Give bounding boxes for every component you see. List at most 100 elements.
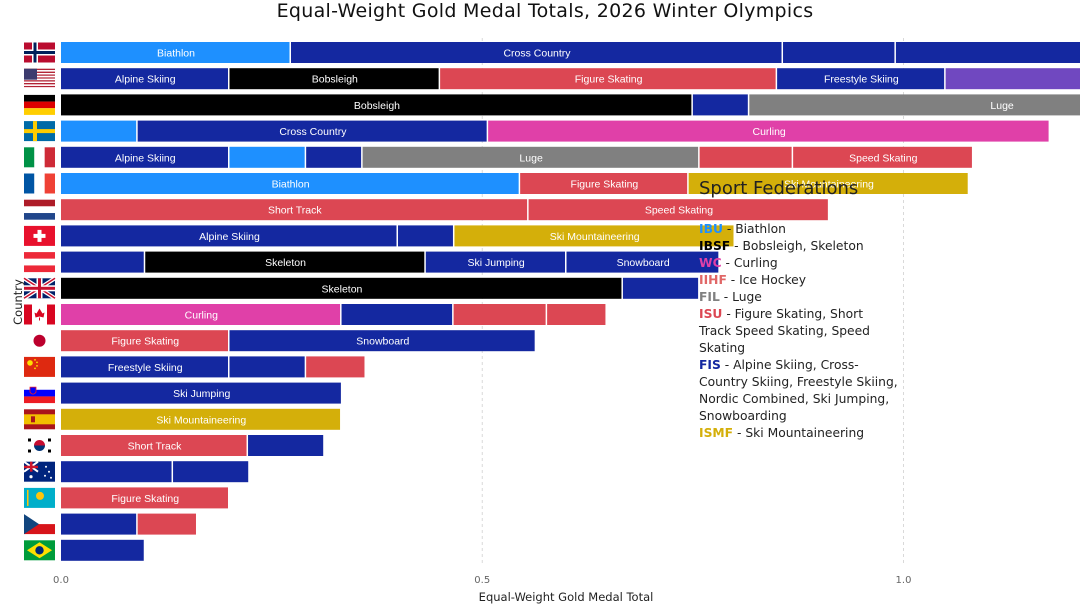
bar-rect xyxy=(145,251,425,273)
bars-layer: Biathlon Cross Country Nordic Combined Ski … xyxy=(61,42,1080,561)
bar-rect xyxy=(61,120,137,142)
switzerland-flag xyxy=(24,225,55,246)
bar-rect xyxy=(229,68,439,90)
x-tick-label: 0.0 xyxy=(53,575,69,586)
kazakhstan-flag xyxy=(24,487,55,508)
bar-segment: Speed Skating xyxy=(793,146,972,168)
bar-label: Ski Jumping xyxy=(173,388,230,400)
uk-flag xyxy=(22,276,57,300)
bar-rect xyxy=(692,94,748,116)
bar-rect xyxy=(895,42,1080,63)
bar-label: Luge xyxy=(519,152,543,164)
czechia-flag xyxy=(24,514,55,535)
x-tick-label: 1.0 xyxy=(896,575,912,586)
chart-title: Equal-Weight Gold Medal Totals, 2026 Win… xyxy=(276,0,814,22)
bar-label: Figure Skating xyxy=(111,336,179,348)
bar-label: Short Track xyxy=(268,205,322,217)
legend-code: IIHF xyxy=(699,273,727,287)
bar-rect xyxy=(749,94,1080,116)
bar-segment xyxy=(453,304,546,325)
bar-label: Snowboard xyxy=(356,336,409,348)
bar-rect xyxy=(453,304,546,325)
bar-label: Short Track xyxy=(128,441,182,453)
bar-rect xyxy=(61,356,228,378)
bar-label: Snowboard xyxy=(617,257,670,269)
bar-rect xyxy=(566,251,719,273)
legend-text: - Ski Mountaineering xyxy=(733,426,865,440)
legend-title: Sport Federations xyxy=(699,178,859,199)
bar-rect xyxy=(699,146,792,168)
china-flag xyxy=(24,356,55,377)
legend-items: IBU - Biathlon IBSF - Bobsleigh, Skeleton… xyxy=(699,221,899,442)
bar-segment: Figure Skating xyxy=(61,487,228,509)
bar-rect xyxy=(61,461,172,483)
bar-segment xyxy=(61,120,137,142)
legend-item: FIS - Alpine Skiing, Cross-Country Skiin… xyxy=(699,357,899,425)
legend-item: IBU - Biathlon xyxy=(699,221,899,238)
bar-segment xyxy=(306,146,362,168)
australia-flag xyxy=(23,460,55,482)
bar-rect xyxy=(61,68,228,90)
bar-rect xyxy=(61,173,519,194)
bar-segment: Alpine Skiing xyxy=(61,225,397,247)
y-axis-title: Country xyxy=(11,279,25,325)
bar-rect xyxy=(520,173,688,194)
bar-label: Alpine Skiing xyxy=(115,152,176,164)
bar-rect xyxy=(688,173,968,194)
bar-label: Freestyle Skiing xyxy=(824,74,899,86)
legend-text: - Figure Skating, Short Track Speed Skat… xyxy=(699,307,870,355)
bar-rect xyxy=(783,42,895,63)
legend-code: ISU xyxy=(699,307,723,321)
bar-segment xyxy=(61,251,144,273)
bar-rect xyxy=(306,146,362,168)
bar-rect xyxy=(61,42,290,63)
bar-rect xyxy=(229,146,305,168)
bar-segment: Bobsleigh xyxy=(229,68,439,90)
bar-rect xyxy=(248,435,324,456)
bar-segment: Ski Jumping xyxy=(61,382,341,404)
bar-rect xyxy=(61,304,341,325)
bar-segment: Figure Skating xyxy=(440,68,776,90)
usa-flag xyxy=(24,68,55,89)
bar-rect xyxy=(291,42,782,63)
bar-label: Figure Skating xyxy=(571,179,639,191)
legend-item: FIL - Luge xyxy=(699,289,899,306)
bar-rect xyxy=(61,382,341,404)
bar-segment: Speed Skating xyxy=(528,199,828,221)
bar-label: Cross Country xyxy=(279,126,347,138)
legend: Sport Federations IBU - Biathlon IBSF - B… xyxy=(699,178,899,442)
bar-rect xyxy=(61,513,137,535)
bar-segment xyxy=(173,461,249,483)
bar-rect xyxy=(61,330,228,352)
legend-code: WC xyxy=(699,256,722,270)
bar-label: Bobsleigh xyxy=(312,74,358,86)
bar-segment: Snowboard xyxy=(229,330,535,352)
bar-rect xyxy=(547,304,606,325)
bar-rect xyxy=(362,146,699,168)
bar-rect xyxy=(622,277,699,299)
bar-segment xyxy=(783,42,895,63)
bar-label: Skeleton xyxy=(322,283,363,295)
bar-rect xyxy=(61,487,228,509)
bar-label: Biathlon xyxy=(272,179,310,191)
bar-rect xyxy=(61,539,144,561)
bar-rect xyxy=(454,225,734,247)
bar-segment xyxy=(398,225,453,247)
legend-code: FIS xyxy=(699,358,721,372)
italy-flag xyxy=(24,147,55,168)
bar-segment xyxy=(622,277,699,299)
bar-segment xyxy=(547,304,606,325)
bar-rect xyxy=(528,199,828,221)
legend-item: IIHF - Ice Hockey xyxy=(699,272,899,289)
legend-text: - Biathlon xyxy=(722,222,786,236)
grid-lines xyxy=(481,38,904,566)
bar-rect xyxy=(61,251,144,273)
bar-segment: Snowboard xyxy=(566,251,719,273)
bar-segment xyxy=(692,94,748,116)
bar-rect xyxy=(777,68,945,90)
legend-text: - Ice Hockey xyxy=(726,273,807,287)
bar-segment: Ice Hockey xyxy=(945,68,1080,90)
bar-segment: Cross Country xyxy=(137,120,487,142)
bar-rect xyxy=(61,277,622,299)
